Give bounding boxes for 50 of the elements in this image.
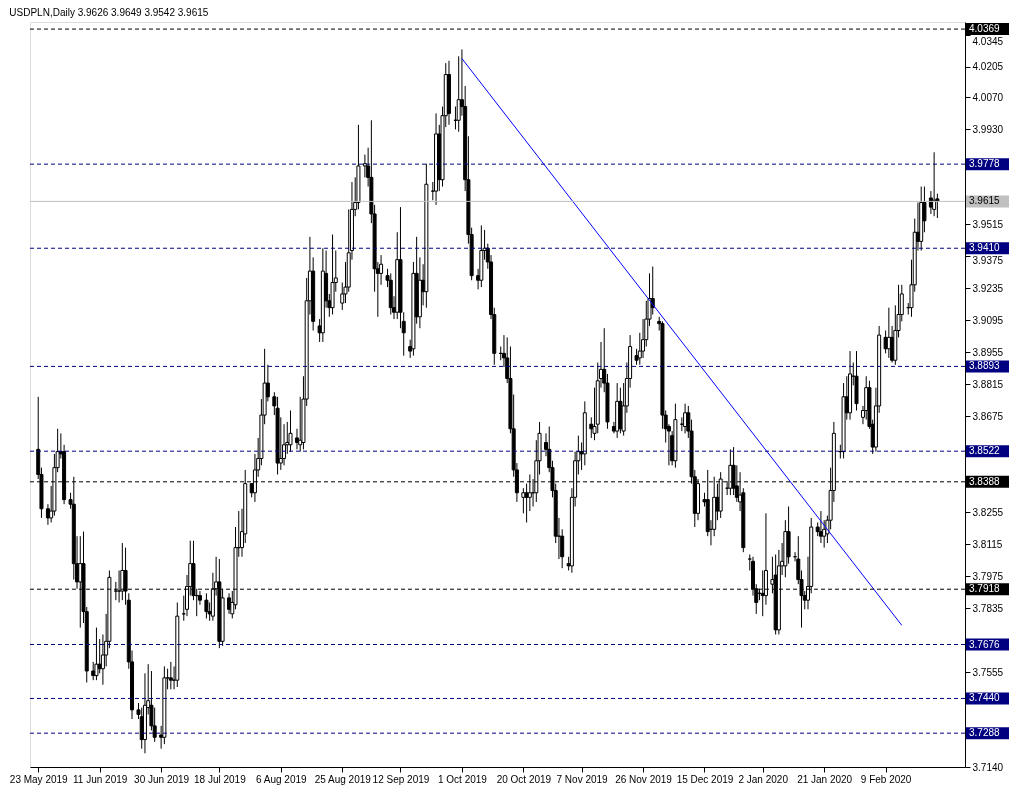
ref-line-label: 3.9410 [969, 242, 1001, 254]
candlestick [204, 592, 209, 619]
x-tick-label: 1 Oct 2019 [437, 773, 488, 785]
y-tick-label: 3.8115 [972, 538, 1003, 550]
x-tick-label: 12 Sep 2019 [372, 773, 430, 785]
y-tick-label: 3.7975 [972, 570, 1004, 582]
x-tick-label: 15 Dec 2019 [676, 773, 734, 785]
ref-line-label: 3.8522 [969, 445, 1001, 457]
candlestick [883, 330, 888, 354]
y-tick-label: 3.7835 [972, 602, 1004, 614]
y-tick-label: 3.9515 [972, 218, 1004, 230]
y-tick-label: 4.0345 [972, 35, 1004, 47]
x-tick-label: 2 Jan 2020 [738, 773, 789, 785]
ref-line-label: 3.8893 [969, 360, 1001, 372]
ref-line-label: 3.7440 [969, 692, 1001, 704]
x-tick-label: 25 Aug 2019 [314, 773, 372, 785]
ref-line-label: 3.9615 [969, 195, 1001, 207]
x-tick-label: 7 Nov 2019 [556, 773, 609, 785]
y-tick-label: 3.8955 [972, 346, 1004, 358]
y-tick-label: 3.9375 [972, 254, 1004, 266]
ref-line-label: 3.7676 [969, 638, 1001, 650]
y-tick-label: 3.8255 [972, 506, 1004, 518]
y-tick-label: 3.9095 [972, 314, 1004, 326]
ref-line-label: 3.9778 [969, 158, 1001, 170]
chart-title: USDPLN,Daily 3.9626 3.9649 3.9542 3.9615 [9, 7, 209, 18]
x-tick-label: 20 Oct 2019 [496, 773, 552, 785]
ref-line-label: 4.0369 [969, 23, 1001, 35]
x-tick-label: 11 Jun 2019 [73, 773, 128, 785]
candlestick [227, 592, 232, 615]
candlestick [94, 627, 99, 681]
x-tick-label: 9 Feb 2020 [860, 773, 912, 785]
ref-line-label: 3.8388 [969, 475, 1001, 487]
y-tick-label: 3.9930 [972, 123, 1004, 135]
x-tick-label: 23 May 2019 [9, 773, 69, 785]
candlestick [288, 410, 293, 453]
y-tick-label: 3.9235 [972, 282, 1004, 294]
ref-line-label: 3.7288 [969, 727, 1001, 739]
y-tick-label: 3.8815 [972, 378, 1004, 390]
y-tick-label: 4.0070 [972, 91, 1004, 103]
x-tick-label: 18 Jul 2019 [193, 773, 247, 785]
y-tick-label: 4.0205 [972, 61, 1004, 73]
x-tick-label: 26 Nov 2019 [615, 773, 673, 785]
ref-line-label: 3.7918 [969, 583, 1001, 595]
y-tick-label: 3.8675 [972, 410, 1004, 422]
y-tick-label: 3.7140 [972, 761, 1004, 773]
x-tick-label: 6 Aug 2019 [256, 773, 308, 785]
x-tick-label: 21 Jan 2020 [797, 773, 853, 785]
candlestick [524, 483, 529, 523]
y-tick-label: 3.7555 [972, 666, 1004, 678]
x-tick-label: 30 Jun 2019 [134, 773, 190, 785]
